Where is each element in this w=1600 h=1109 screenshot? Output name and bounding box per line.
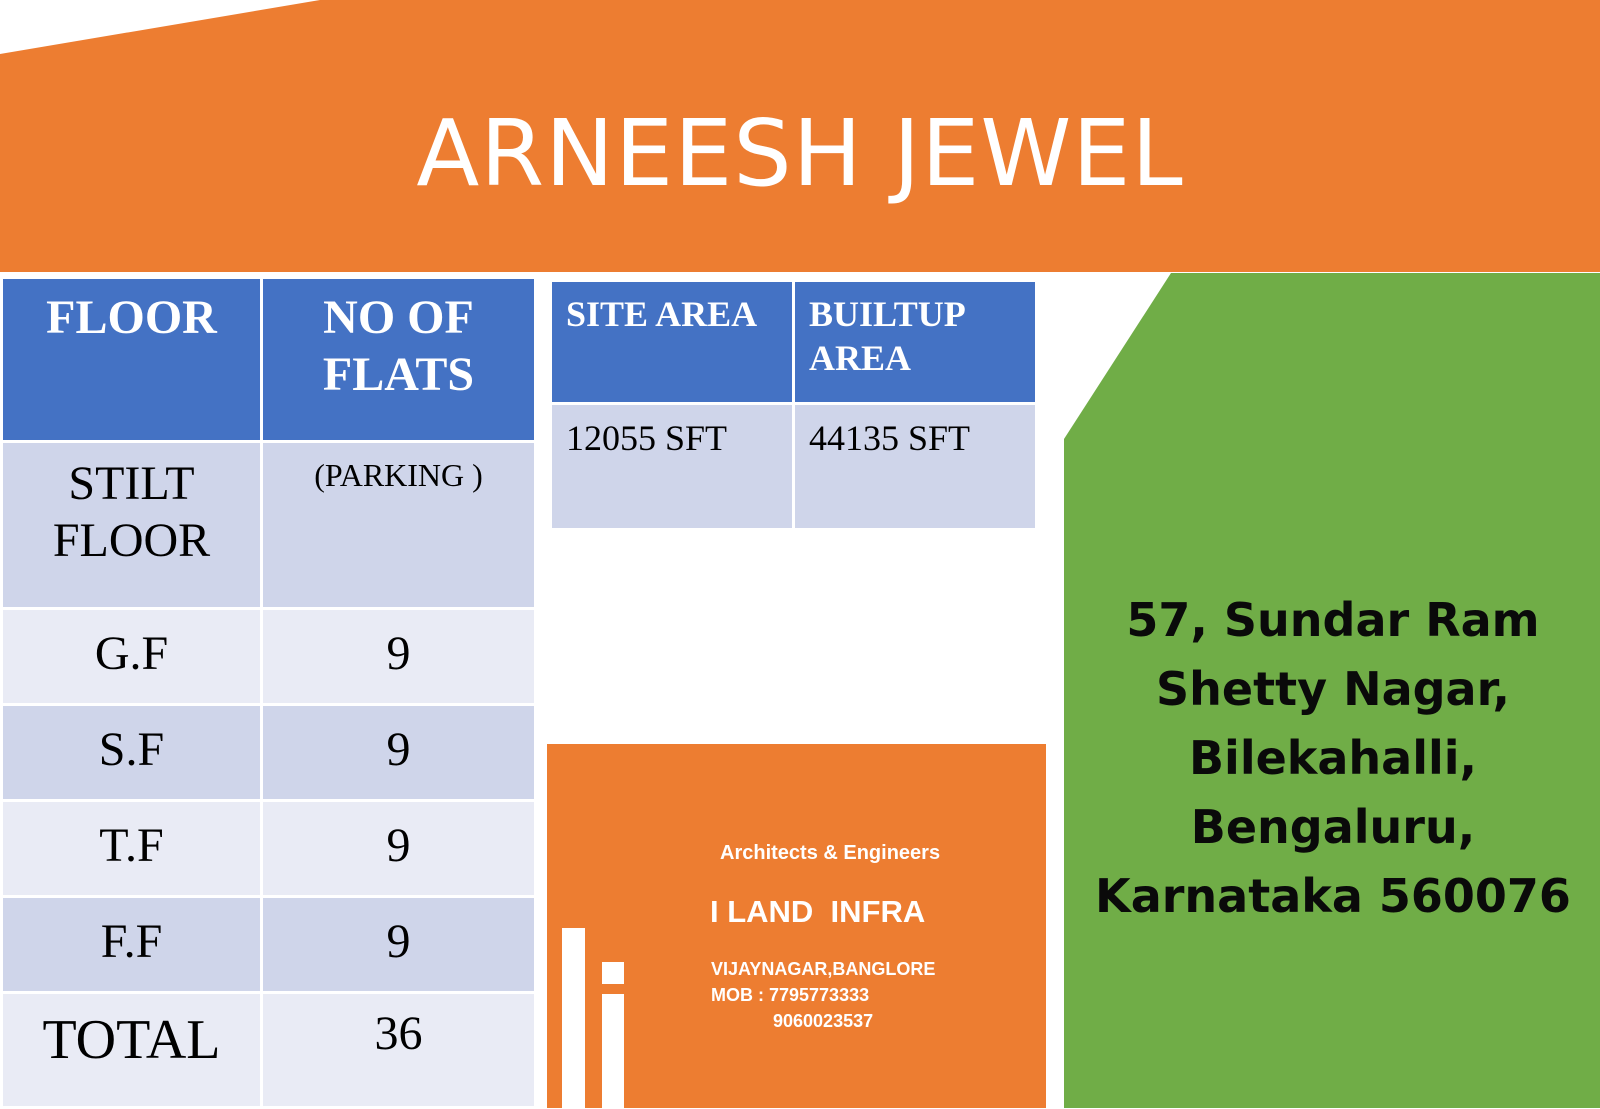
address-line: 57, Sundar Ram: [1126, 593, 1540, 647]
table-row: S.F 9: [0, 703, 537, 802]
address-line: Bengaluru,: [1190, 800, 1476, 854]
address-line: Bilekahalli,: [1189, 731, 1477, 785]
address-line: Shetty Nagar,: [1156, 662, 1510, 716]
table-row: 12055 SFT 44135 SFT: [549, 402, 1038, 531]
company-name: I LAND INFRA: [710, 894, 926, 929]
flats-cell: 9: [260, 703, 537, 802]
address-panel: [1064, 273, 1600, 1108]
flats-cell: 9: [260, 799, 537, 898]
company-tagline: Architects & Engineers: [720, 842, 941, 864]
company-location: VIJAYNAGAR,BANGLORE: [711, 959, 936, 979]
total-value: 36: [260, 991, 537, 1109]
table-row: STILT FLOOR (PARKING ): [0, 440, 537, 610]
table-row: G.F 9: [0, 607, 537, 706]
company-mobile-1: MOB : 7795773333: [711, 985, 870, 1005]
table-row: F.F 9: [0, 895, 537, 994]
flats-cell: 9: [260, 607, 537, 706]
floor-table: FLOOR NO OF FLATS STILT FLOOR (PARKING )…: [0, 276, 537, 1109]
company-mobile-2: 9060023537: [773, 1011, 874, 1031]
area-table: SITE AREA BUILTUP AREA 12055 SFT 44135 S…: [549, 279, 1038, 531]
floor-cell: STILT FLOOR: [0, 440, 263, 610]
floor-cell: F.F: [0, 895, 263, 994]
flats-header: NO OF FLATS: [260, 276, 537, 443]
site-area-header: SITE AREA: [549, 279, 795, 405]
header-banner: [0, 0, 1600, 272]
floor-cell: T.F: [0, 799, 263, 898]
flats-cell: (PARKING ): [260, 440, 537, 610]
address-line: Karnataka 560076: [1095, 869, 1571, 923]
floor-header: FLOOR: [0, 276, 263, 443]
flats-cell: 9: [260, 895, 537, 994]
site-area-value: 12055 SFT: [549, 402, 795, 531]
address-block: 57, Sundar Ram Shetty Nagar, Bilekahalli…: [1066, 586, 1600, 931]
floor-cell: S.F: [0, 703, 263, 802]
builtup-area-header: BUILTUP AREA: [792, 279, 1038, 405]
builtup-area-value: 44135 SFT: [792, 402, 1038, 531]
company-card: Architects & Engineers I LAND INFRA VIJA…: [547, 744, 1046, 1108]
table-row: T.F 9: [0, 799, 537, 898]
floor-cell: G.F: [0, 607, 263, 706]
page-title: ARNEESH JEWEL: [416, 100, 1184, 207]
total-label: TOTAL: [0, 991, 263, 1109]
table-row-total: TOTAL 36: [0, 991, 537, 1109]
